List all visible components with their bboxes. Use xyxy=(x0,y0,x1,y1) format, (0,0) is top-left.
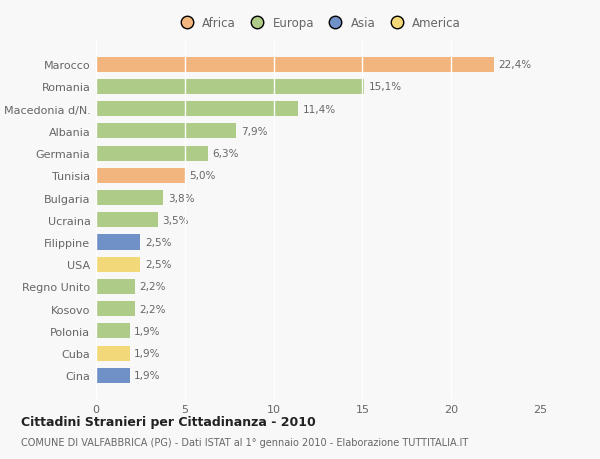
Text: 2,2%: 2,2% xyxy=(140,282,166,292)
Bar xyxy=(96,257,140,272)
Text: 2,5%: 2,5% xyxy=(145,260,172,269)
Bar xyxy=(96,213,158,228)
Bar xyxy=(96,80,364,95)
Bar xyxy=(96,102,298,117)
Text: 22,4%: 22,4% xyxy=(498,60,532,70)
Bar xyxy=(96,146,208,162)
Text: 7,9%: 7,9% xyxy=(241,127,267,137)
Text: 2,2%: 2,2% xyxy=(140,304,166,314)
Text: 2,5%: 2,5% xyxy=(145,237,172,247)
Text: 11,4%: 11,4% xyxy=(303,105,336,114)
Text: 5,0%: 5,0% xyxy=(189,171,215,181)
Legend: Africa, Europa, Asia, America: Africa, Europa, Asia, America xyxy=(175,17,461,30)
Bar xyxy=(96,190,163,206)
Text: 3,8%: 3,8% xyxy=(168,193,194,203)
Bar xyxy=(96,57,494,73)
Bar xyxy=(96,302,135,317)
Bar xyxy=(96,324,130,339)
Bar xyxy=(96,124,236,139)
Text: 3,5%: 3,5% xyxy=(163,215,189,225)
Text: COMUNE DI VALFABBRICA (PG) - Dati ISTAT al 1° gennaio 2010 - Elaborazione TUTTIT: COMUNE DI VALFABBRICA (PG) - Dati ISTAT … xyxy=(21,437,468,447)
Text: 1,9%: 1,9% xyxy=(134,348,161,358)
Text: 1,9%: 1,9% xyxy=(134,370,161,381)
Bar xyxy=(96,235,140,250)
Bar xyxy=(96,346,130,361)
Bar xyxy=(96,368,130,383)
Bar xyxy=(96,168,185,184)
Text: 6,3%: 6,3% xyxy=(212,149,239,159)
Bar xyxy=(96,279,135,294)
Text: 15,1%: 15,1% xyxy=(368,82,402,92)
Text: 1,9%: 1,9% xyxy=(134,326,161,336)
Text: Cittadini Stranieri per Cittadinanza - 2010: Cittadini Stranieri per Cittadinanza - 2… xyxy=(21,415,316,428)
